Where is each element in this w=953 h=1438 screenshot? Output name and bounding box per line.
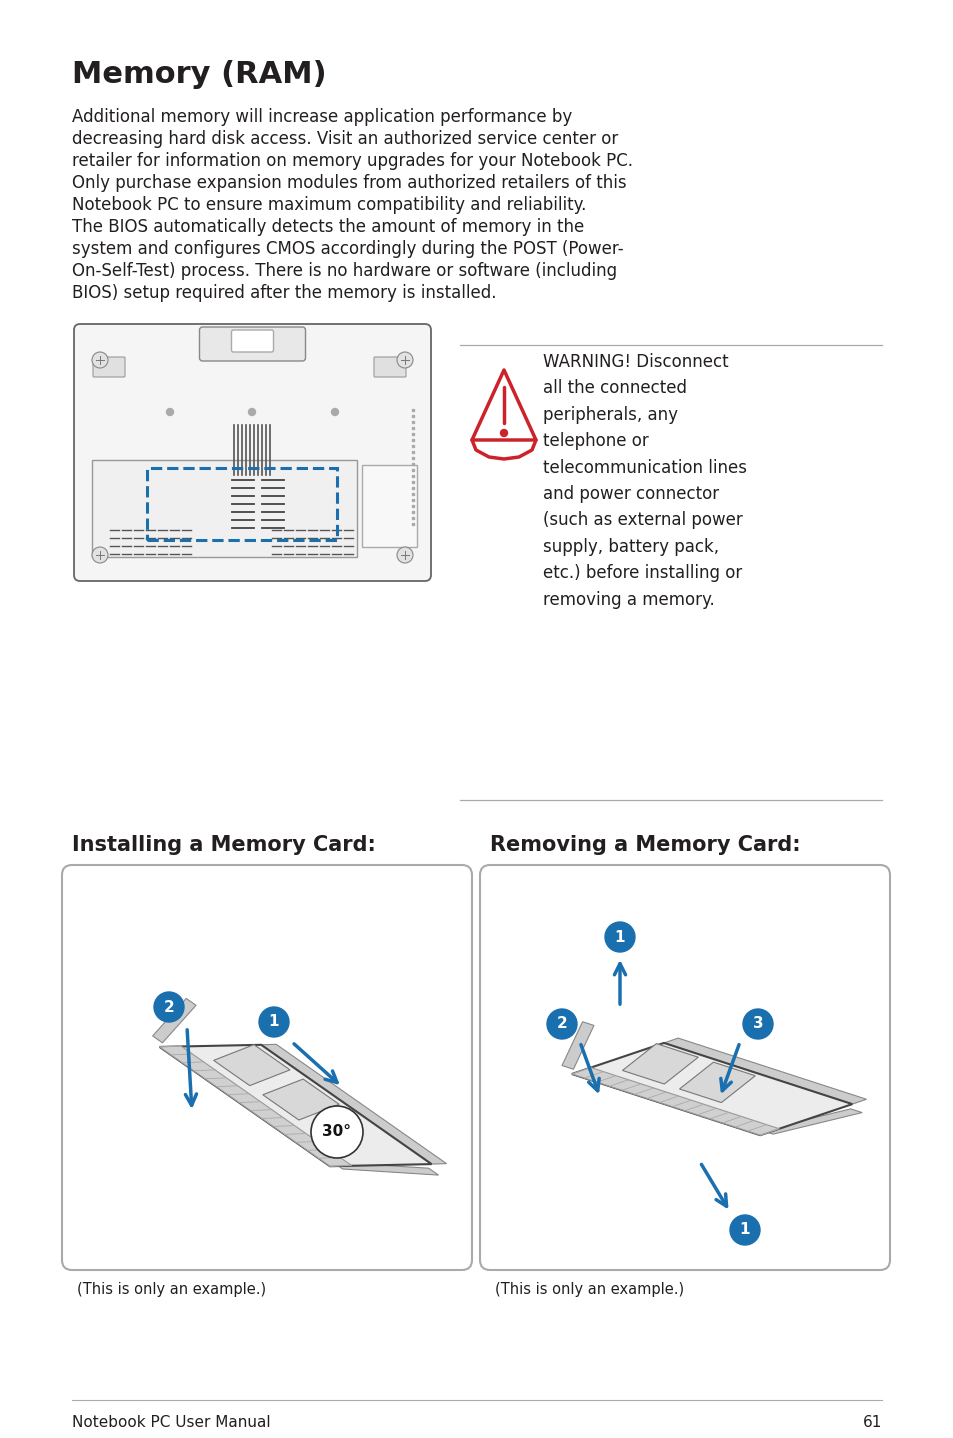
FancyBboxPatch shape bbox=[374, 357, 406, 377]
Circle shape bbox=[546, 1009, 577, 1040]
Text: Removing a Memory Card:: Removing a Memory Card: bbox=[490, 835, 800, 856]
Circle shape bbox=[248, 408, 255, 416]
Text: 3: 3 bbox=[752, 1017, 762, 1031]
Circle shape bbox=[91, 546, 108, 564]
Circle shape bbox=[604, 922, 635, 952]
Circle shape bbox=[91, 352, 108, 368]
Text: BIOS) setup required after the memory is installed.: BIOS) setup required after the memory is… bbox=[71, 283, 496, 302]
FancyBboxPatch shape bbox=[479, 866, 889, 1270]
Circle shape bbox=[396, 546, 413, 564]
Polygon shape bbox=[561, 1022, 594, 1070]
Text: Additional memory will increase application performance by: Additional memory will increase applicat… bbox=[71, 108, 572, 127]
Circle shape bbox=[311, 1106, 363, 1158]
FancyBboxPatch shape bbox=[232, 329, 274, 352]
Text: 1: 1 bbox=[269, 1014, 279, 1030]
Text: 2: 2 bbox=[556, 1017, 567, 1031]
FancyBboxPatch shape bbox=[92, 357, 125, 377]
Bar bbox=[147, 467, 336, 541]
Circle shape bbox=[742, 1009, 772, 1040]
Polygon shape bbox=[571, 1043, 851, 1135]
Circle shape bbox=[258, 1007, 289, 1037]
Polygon shape bbox=[571, 1067, 779, 1135]
Text: 1: 1 bbox=[614, 929, 624, 945]
Polygon shape bbox=[679, 1063, 755, 1103]
Text: 1: 1 bbox=[739, 1222, 749, 1238]
Polygon shape bbox=[159, 1045, 431, 1166]
Text: 30°: 30° bbox=[322, 1125, 351, 1139]
Text: The BIOS automatically detects the amount of memory in the: The BIOS automatically detects the amoun… bbox=[71, 219, 583, 236]
Text: 2: 2 bbox=[164, 999, 174, 1014]
Circle shape bbox=[396, 352, 413, 368]
Circle shape bbox=[729, 1215, 760, 1245]
Text: Notebook PC User Manual: Notebook PC User Manual bbox=[71, 1415, 271, 1429]
Text: decreasing hard disk access. Visit an authorized service center or: decreasing hard disk access. Visit an au… bbox=[71, 129, 618, 148]
Text: system and configures CMOS accordingly during the POST (Power-: system and configures CMOS accordingly d… bbox=[71, 240, 623, 257]
Circle shape bbox=[167, 408, 173, 416]
Circle shape bbox=[331, 408, 338, 416]
Text: 61: 61 bbox=[862, 1415, 882, 1429]
Text: (This is only an example.): (This is only an example.) bbox=[495, 1283, 683, 1297]
Text: retailer for information on memory upgrades for your Notebook PC.: retailer for information on memory upgra… bbox=[71, 152, 633, 170]
Polygon shape bbox=[663, 1038, 865, 1104]
Text: (This is only an example.): (This is only an example.) bbox=[77, 1283, 266, 1297]
Polygon shape bbox=[213, 1044, 290, 1086]
Polygon shape bbox=[333, 1162, 438, 1175]
Circle shape bbox=[153, 992, 184, 1022]
FancyBboxPatch shape bbox=[62, 866, 472, 1270]
Polygon shape bbox=[261, 1044, 446, 1165]
Polygon shape bbox=[621, 1044, 698, 1084]
Text: WARNING! Disconnect
all the connected
peripherals, any
telephone or
telecommunic: WARNING! Disconnect all the connected pe… bbox=[542, 352, 746, 608]
Text: Only purchase expansion modules from authorized retailers of this: Only purchase expansion modules from aut… bbox=[71, 174, 626, 193]
Polygon shape bbox=[152, 998, 196, 1043]
Text: Memory (RAM): Memory (RAM) bbox=[71, 60, 326, 89]
Polygon shape bbox=[760, 1109, 862, 1135]
Circle shape bbox=[500, 430, 507, 437]
Text: Installing a Memory Card:: Installing a Memory Card: bbox=[71, 835, 375, 856]
Polygon shape bbox=[159, 1045, 351, 1166]
FancyBboxPatch shape bbox=[74, 324, 431, 581]
Polygon shape bbox=[262, 1078, 339, 1120]
Text: Notebook PC to ensure maximum compatibility and reliability.: Notebook PC to ensure maximum compatibil… bbox=[71, 196, 586, 214]
Bar bbox=[361, 464, 416, 546]
Bar bbox=[91, 460, 356, 557]
Text: On-Self-Test) process. There is no hardware or software (including: On-Self-Test) process. There is no hardw… bbox=[71, 262, 617, 280]
FancyBboxPatch shape bbox=[199, 326, 305, 361]
